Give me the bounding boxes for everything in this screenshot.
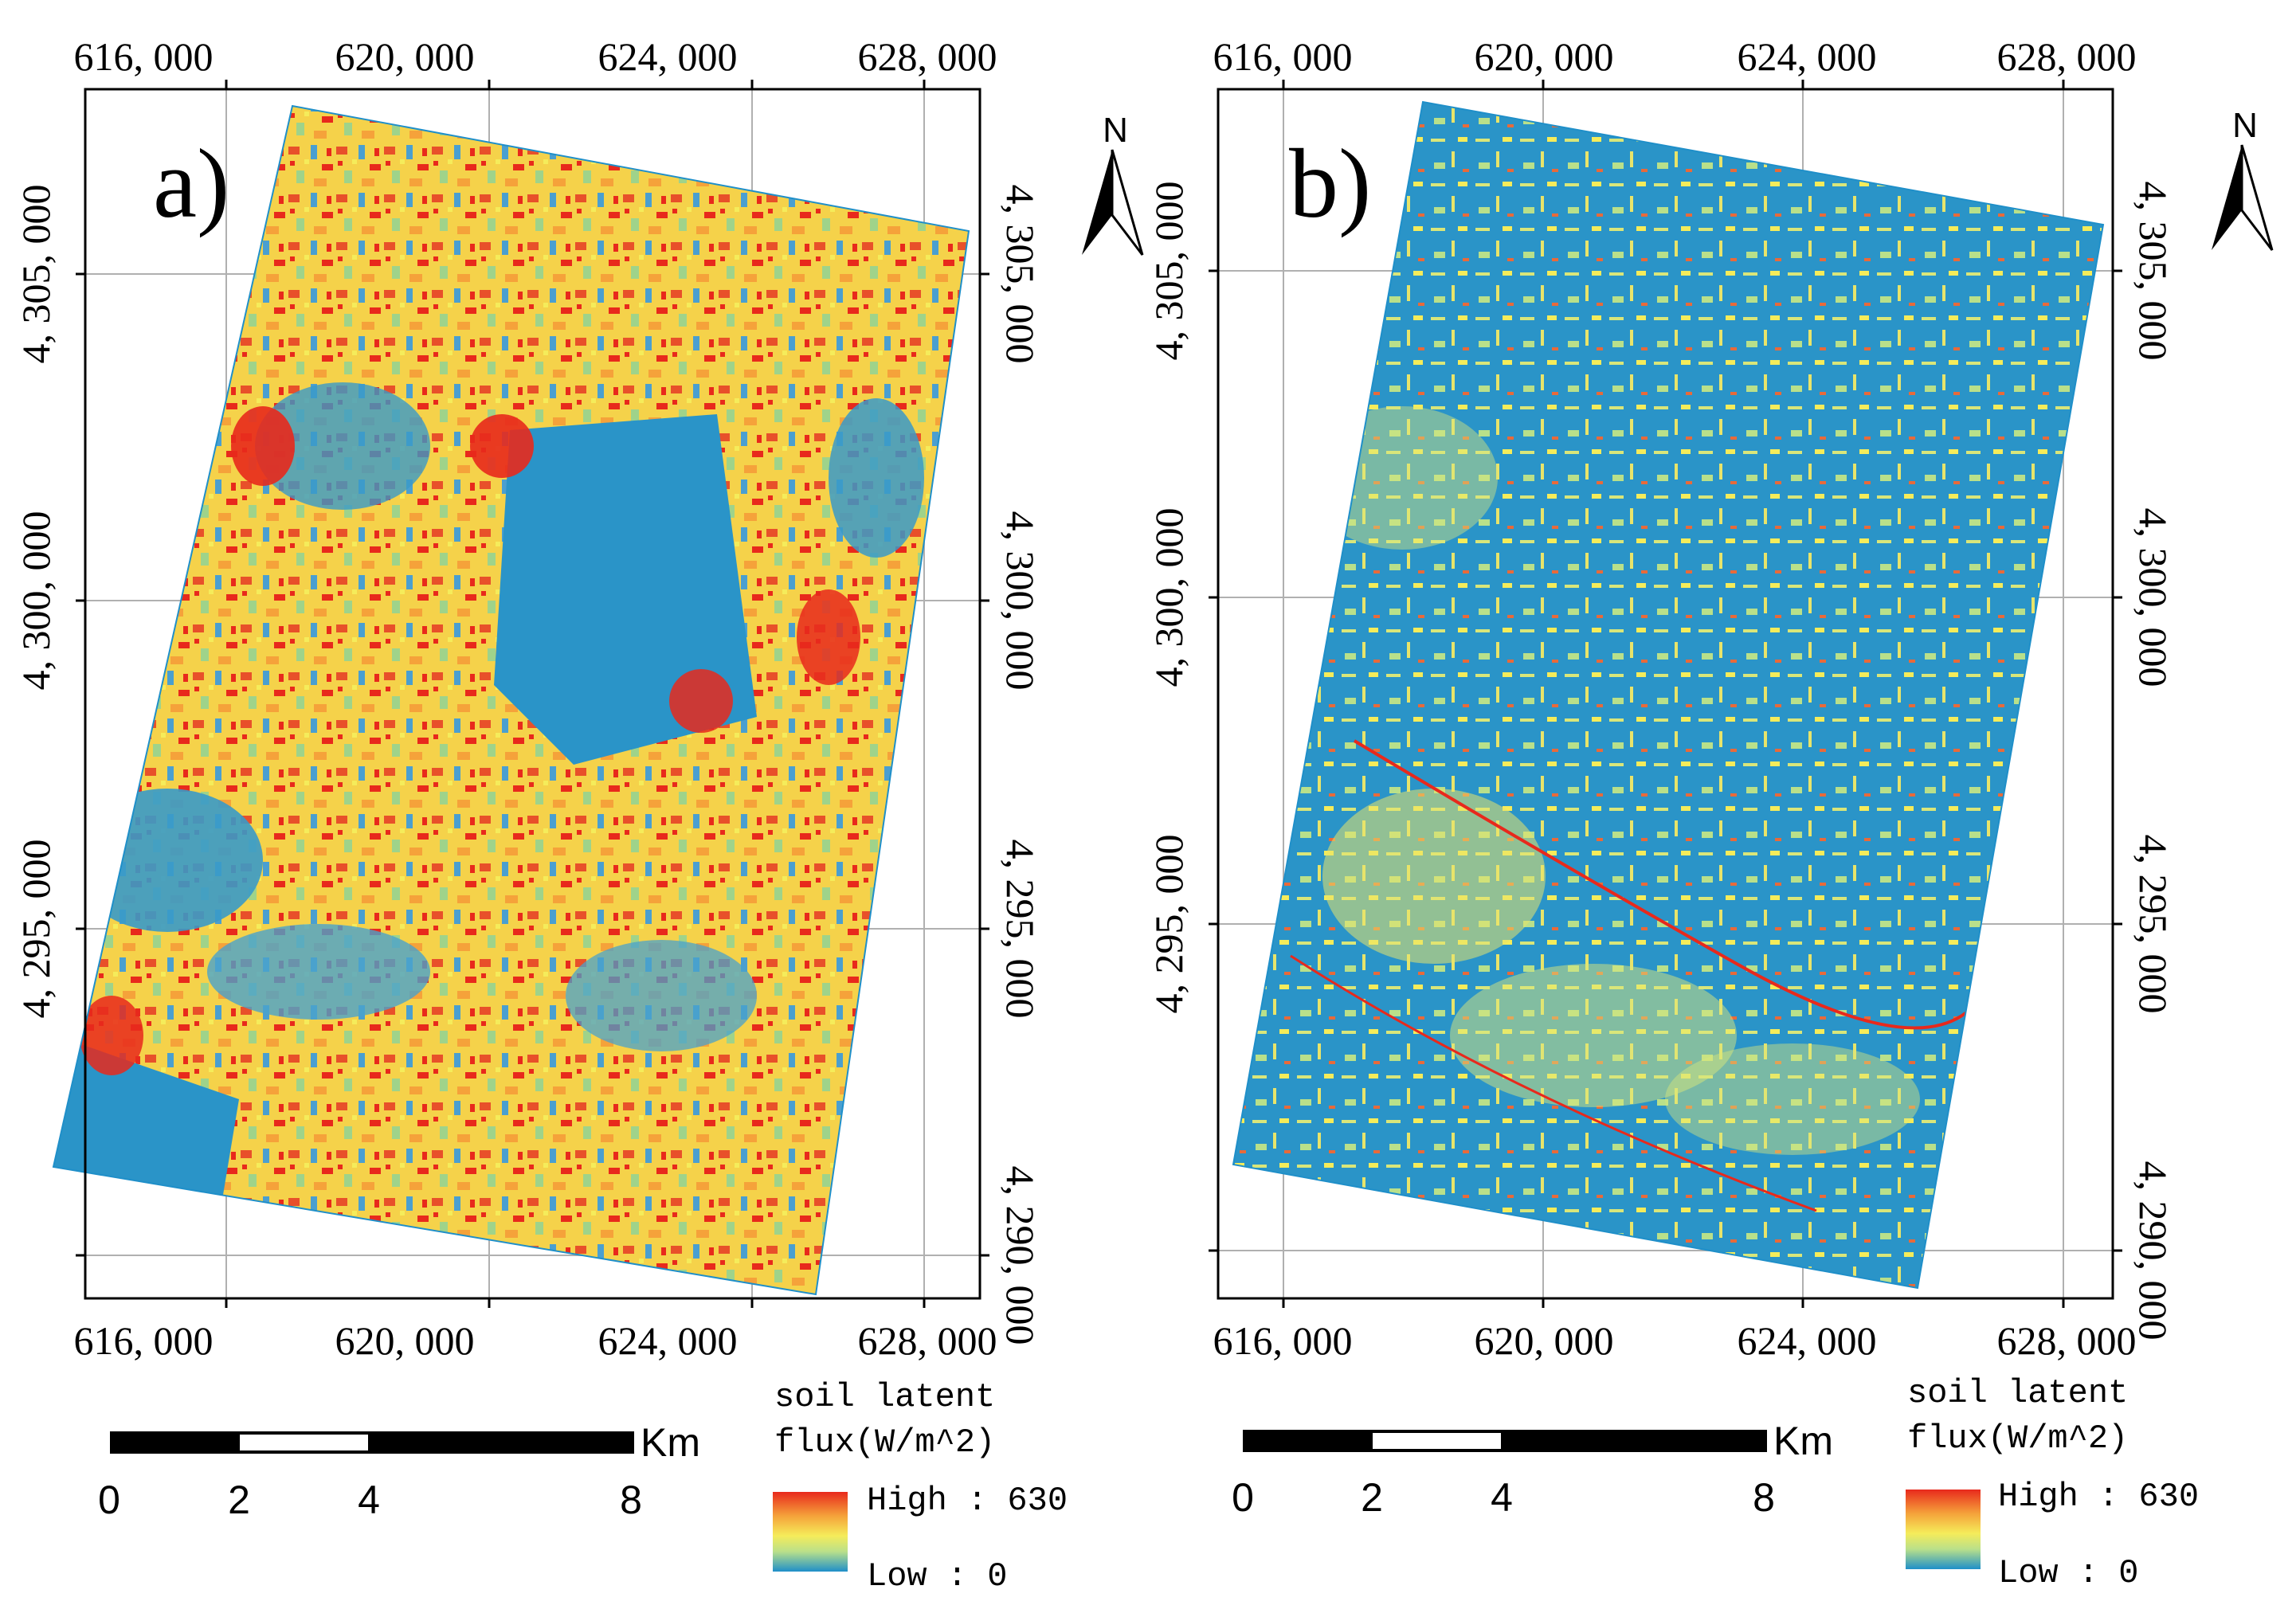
panel-a-tickmarks	[76, 80, 989, 1308]
scale-label: 0	[98, 1478, 120, 1522]
x-tick-label: 616, 000	[74, 34, 214, 79]
x-tick-label: 620, 000	[335, 1318, 475, 1363]
scale-unit: Km	[1773, 1419, 1833, 1463]
x-tick-label: 624, 000	[1738, 1318, 1877, 1363]
scale-label: 8	[1753, 1475, 1775, 1520]
x-tick-label: 624, 000	[598, 34, 738, 79]
x-tick-label: 628, 000	[858, 34, 997, 79]
legend-color-ramp	[1906, 1490, 1981, 1569]
legend-low-label: Low : 0	[1998, 1554, 2138, 1592]
panel-b-raster	[1233, 102, 2103, 1288]
panel-a-legend: soil latent flux(W/m^2) High : 630 Low :…	[773, 1378, 1068, 1595]
y-tick-label: 4, 305, 000	[2131, 182, 2176, 361]
y-tick-label: 4, 305, 000	[1146, 182, 1191, 361]
x-tick-label: 616, 000	[1213, 1318, 1353, 1363]
y-tick-label: 4, 290, 000	[998, 1166, 1043, 1345]
panel-a-x-ticks-bottom: 616, 000 620, 000 624, 000 628, 000	[74, 1318, 997, 1363]
y-tick-label: 4, 305, 000	[14, 185, 58, 364]
panel-a-y-ticks-left: 4, 305, 000 4, 300, 000 4, 295, 000	[14, 185, 58, 1019]
legend-title: soil latent	[774, 1378, 995, 1416]
legend-color-ramp	[773, 1492, 848, 1572]
x-tick-label: 624, 000	[1738, 34, 1877, 79]
scale-unit: Km	[641, 1420, 700, 1465]
legend-title: flux(W/m^2)	[774, 1423, 995, 1462]
y-tick-label: 4, 290, 000	[2131, 1161, 2176, 1341]
y-tick-label: 4, 295, 000	[998, 840, 1043, 1019]
panel-a-raster-outline	[52, 104, 970, 1296]
scale-label: 0	[1232, 1475, 1254, 1520]
y-tick-label: 4, 300, 000	[2131, 508, 2176, 687]
scale-label: 8	[620, 1478, 642, 1522]
x-tick-label: 616, 000	[74, 1318, 214, 1363]
north-arrow-icon	[1082, 150, 1112, 255]
panel-b: 616, 000 620, 000 624, 000 628, 000 616,…	[1146, 34, 2274, 1592]
scale-label: 4	[358, 1478, 380, 1522]
north-arrow-icon-right	[2240, 144, 2274, 251]
legend-high-label: High : 630	[867, 1482, 1068, 1520]
y-tick-label: 4, 300, 000	[14, 511, 58, 691]
north-arrow-icon-right	[1111, 149, 1144, 256]
north-arrow-icon	[2212, 145, 2242, 250]
scale-label: 2	[1361, 1475, 1383, 1520]
panel-b-x-ticks-bottom: 616, 000 620, 000 624, 000 628, 000	[1213, 1318, 2137, 1363]
legend-low-label: Low : 0	[867, 1557, 1007, 1595]
panel-a-scale-bar: Km 0 2 4 8	[98, 1420, 700, 1522]
panel-b-frame	[1217, 88, 2114, 1300]
panel-a-label: a)	[153, 129, 229, 238]
x-tick-label: 620, 000	[335, 34, 475, 79]
panel-b-legend: soil latent flux(W/m^2) High : 630 Low :…	[1906, 1374, 2199, 1592]
y-tick-label: 4, 295, 000	[1146, 835, 1191, 1014]
y-tick-label: 4, 295, 000	[14, 840, 58, 1019]
x-tick-label: 620, 000	[1475, 34, 1614, 79]
scale-label: 2	[228, 1478, 250, 1522]
x-tick-label: 628, 000	[1997, 34, 2137, 79]
panel-a-north-arrow: N	[1082, 111, 1144, 256]
panel-b-raster-outline	[1232, 100, 2105, 1290]
y-tick-label: 4, 300, 000	[998, 511, 1043, 691]
panel-b-x-ticks-top: 616, 000 620, 000 624, 000 628, 000	[1213, 34, 2137, 79]
panel-b-north-arrow: N	[2212, 106, 2274, 251]
y-tick-label: 4, 295, 000	[2131, 835, 2176, 1014]
x-tick-label: 620, 000	[1475, 1318, 1614, 1363]
panel-a-y-ticks-right: 4, 305, 000 4, 300, 000 4, 295, 000 4, 2…	[998, 185, 1043, 1345]
legend-title: flux(W/m^2)	[1907, 1419, 2128, 1458]
panel-b-y-ticks-left: 4, 305, 000 4, 300, 000 4, 295, 000	[1146, 182, 1191, 1014]
legend-high-label: High : 630	[1998, 1478, 2199, 1516]
x-tick-label: 628, 000	[858, 1318, 997, 1363]
panel-a-frame	[84, 88, 981, 1300]
north-label: N	[1103, 111, 1128, 150]
panel-a: 616, 000 620, 000 624, 000 628, 000 616,…	[14, 34, 1144, 1595]
x-tick-label: 616, 000	[1213, 34, 1353, 79]
panel-b-scale-bar: Km 0 2 4 8	[1232, 1419, 1833, 1520]
panel-b-label: b)	[1289, 129, 1371, 238]
panel-b-y-ticks-right: 4, 305, 000 4, 300, 000 4, 295, 000 4, 2…	[2131, 182, 2176, 1341]
north-label: N	[2232, 106, 2258, 145]
y-tick-label: 4, 305, 000	[998, 185, 1043, 364]
legend-title: soil latent	[1907, 1374, 2128, 1412]
x-tick-label: 624, 000	[598, 1318, 738, 1363]
scale-label: 4	[1491, 1475, 1513, 1520]
panel-a-x-ticks-top: 616, 000 620, 000 624, 000 628, 000	[74, 34, 997, 79]
x-tick-label: 628, 000	[1997, 1318, 2137, 1363]
panel-b-tickmarks	[1209, 80, 2122, 1308]
y-tick-label: 4, 300, 000	[1146, 508, 1191, 687]
